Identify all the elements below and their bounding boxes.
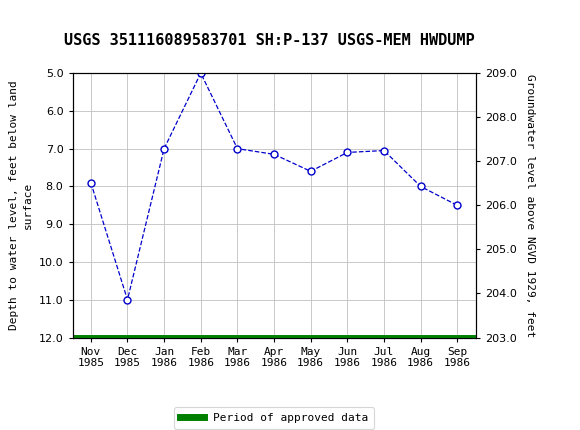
Text: USGS: USGS	[44, 10, 99, 28]
Y-axis label: Depth to water level, feet below land
surface: Depth to water level, feet below land su…	[9, 80, 33, 330]
Legend: Period of approved data: Period of approved data	[174, 407, 374, 429]
Y-axis label: Groundwater level above NGVD 1929, feet: Groundwater level above NGVD 1929, feet	[525, 74, 535, 337]
Text: USGS 351116089583701 SH:P-137 USGS-MEM HWDUMP: USGS 351116089583701 SH:P-137 USGS-MEM H…	[64, 34, 475, 48]
